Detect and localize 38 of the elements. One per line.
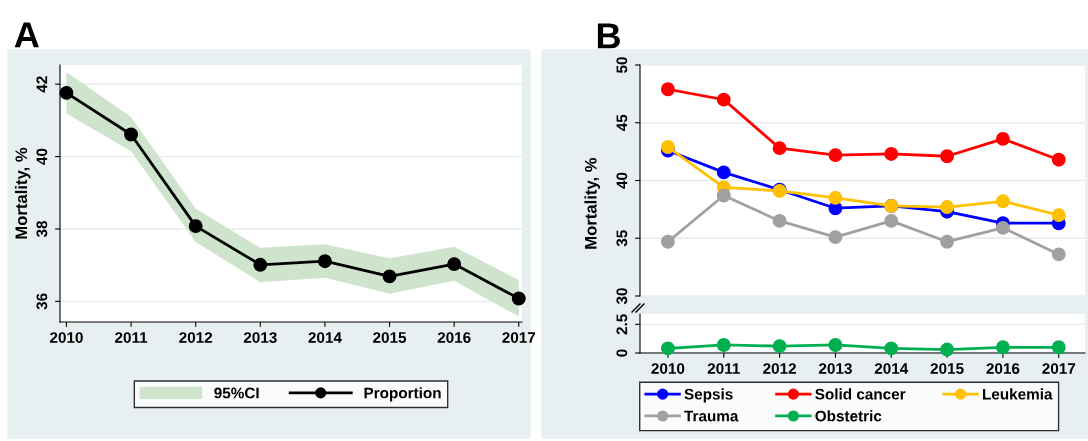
legend-label: Proportion — [364, 387, 441, 402]
legend-label: Trauma — [684, 410, 739, 422]
chart-title: A — [14, 22, 39, 48]
text: 95%CI — [214, 387, 259, 399]
x-tick-label: 2014 — [874, 363, 909, 374]
x-tick-label: 2010 — [50, 332, 83, 343]
y-tick-label: 0 — [616, 349, 628, 357]
x-tick-label: 2017 — [502, 332, 536, 343]
y-tick-label: 45 — [616, 114, 628, 132]
y-tick-label: 42 — [36, 76, 48, 93]
x-tick-label: 2013 — [243, 332, 277, 343]
y-tick-label: 35 — [616, 230, 628, 247]
legend-label: Obstetric — [815, 410, 882, 422]
x-tick-label: 2015 — [930, 363, 964, 374]
x-tick-label: 2016 — [986, 363, 1020, 374]
y-tick-label: 30 — [616, 288, 628, 305]
x-tick-label: 2012 — [179, 332, 213, 343]
x-tick-label: 2011 — [707, 363, 740, 374]
x-tick-label: 2015 — [373, 332, 407, 343]
legend-label: Solid cancer — [815, 388, 906, 400]
legend-label: Leukemia — [983, 388, 1053, 400]
y-tick-label: 38 — [36, 220, 48, 238]
y-axis-title: Mortality, % — [14, 147, 31, 239]
y-tick-label: 36 — [36, 293, 48, 310]
x-tick-label: 2010 — [651, 363, 685, 374]
x-tick-label: 2013 — [818, 363, 852, 374]
y-axis-title: Mortality, % — [584, 157, 600, 249]
legend-label: Sepsis — [684, 388, 733, 403]
y-tick-label: 2.5 — [616, 314, 628, 335]
x-tick-label: 2014 — [308, 332, 342, 343]
chart-title: B — [597, 23, 620, 49]
y-tick-label: 40 — [36, 148, 48, 165]
x-tick-label: 2016 — [437, 332, 471, 343]
x-tick-label: 2017 — [1042, 363, 1076, 374]
y-tick-label: 40 — [616, 172, 628, 189]
x-tick-label: 2011 — [115, 332, 148, 343]
x-tick-label: 2012 — [763, 363, 796, 374]
y-tick-label: 50 — [616, 57, 628, 74]
